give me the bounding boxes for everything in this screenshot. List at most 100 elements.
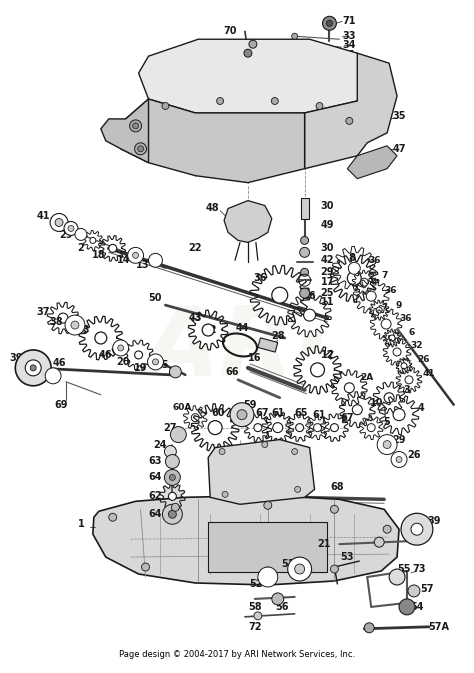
- Polygon shape: [383, 338, 411, 366]
- Text: 56: 56: [275, 602, 289, 612]
- Text: 7: 7: [381, 271, 387, 280]
- Polygon shape: [374, 382, 405, 413]
- Text: 71: 71: [343, 16, 356, 26]
- Circle shape: [55, 219, 63, 226]
- Text: 67: 67: [341, 413, 354, 423]
- Circle shape: [237, 410, 247, 420]
- Circle shape: [164, 446, 176, 458]
- Text: 34: 34: [343, 40, 356, 50]
- Circle shape: [254, 423, 262, 431]
- Circle shape: [172, 503, 179, 511]
- Text: 44: 44: [235, 323, 249, 333]
- Circle shape: [272, 287, 288, 303]
- Polygon shape: [188, 310, 228, 350]
- Text: 22: 22: [189, 244, 202, 253]
- Text: 32: 32: [410, 341, 423, 351]
- Text: 61: 61: [271, 408, 284, 418]
- Text: 22: 22: [203, 325, 217, 335]
- Circle shape: [271, 98, 278, 104]
- Circle shape: [249, 40, 257, 48]
- Text: 39: 39: [427, 516, 441, 526]
- Text: 55: 55: [397, 564, 411, 574]
- Polygon shape: [79, 316, 123, 360]
- Circle shape: [208, 421, 222, 435]
- Polygon shape: [83, 230, 103, 250]
- Polygon shape: [93, 495, 399, 585]
- Circle shape: [300, 248, 310, 257]
- Polygon shape: [160, 483, 185, 509]
- Circle shape: [170, 427, 186, 443]
- Circle shape: [383, 525, 391, 533]
- Circle shape: [296, 423, 304, 431]
- Text: 57A: 57A: [428, 622, 449, 632]
- Text: 10: 10: [370, 398, 384, 408]
- Circle shape: [401, 363, 407, 369]
- Text: 20: 20: [116, 357, 129, 367]
- Circle shape: [137, 146, 144, 152]
- Circle shape: [153, 359, 158, 365]
- Circle shape: [367, 423, 375, 431]
- Text: 3: 3: [404, 385, 410, 395]
- Text: 39: 39: [9, 353, 23, 363]
- Circle shape: [95, 332, 107, 344]
- Polygon shape: [258, 338, 278, 352]
- Polygon shape: [359, 416, 383, 439]
- Circle shape: [405, 376, 413, 384]
- Polygon shape: [354, 278, 389, 314]
- Polygon shape: [191, 404, 239, 452]
- Circle shape: [168, 493, 176, 500]
- Text: 68: 68: [330, 483, 344, 493]
- Circle shape: [330, 565, 338, 573]
- Polygon shape: [369, 300, 389, 320]
- Text: 26: 26: [418, 355, 430, 364]
- Text: 64: 64: [149, 472, 162, 483]
- Circle shape: [222, 491, 228, 497]
- Circle shape: [128, 248, 144, 263]
- Polygon shape: [183, 406, 207, 429]
- Text: 67: 67: [255, 408, 269, 418]
- Polygon shape: [138, 39, 367, 113]
- Text: 36: 36: [400, 314, 412, 322]
- Circle shape: [310, 363, 325, 377]
- Text: 17: 17: [321, 277, 334, 287]
- Circle shape: [330, 423, 338, 431]
- Polygon shape: [306, 416, 329, 439]
- Circle shape: [217, 98, 224, 104]
- Text: 30: 30: [321, 201, 334, 211]
- Polygon shape: [352, 271, 376, 294]
- Circle shape: [304, 309, 316, 321]
- Polygon shape: [100, 236, 126, 261]
- Text: 1: 1: [78, 520, 84, 529]
- Text: 61: 61: [313, 410, 326, 420]
- Text: 57: 57: [420, 584, 434, 594]
- Circle shape: [135, 143, 146, 155]
- Polygon shape: [47, 302, 79, 334]
- Circle shape: [292, 448, 298, 454]
- Circle shape: [133, 252, 138, 258]
- Polygon shape: [208, 439, 315, 504]
- Text: 33: 33: [343, 31, 356, 41]
- Circle shape: [348, 262, 360, 275]
- Circle shape: [219, 448, 225, 454]
- Text: 36: 36: [368, 256, 381, 264]
- Polygon shape: [121, 99, 305, 182]
- Polygon shape: [333, 246, 376, 290]
- Circle shape: [25, 360, 41, 376]
- Polygon shape: [330, 254, 378, 302]
- Text: 46: 46: [99, 350, 112, 360]
- Circle shape: [300, 288, 310, 298]
- Circle shape: [377, 435, 397, 454]
- Polygon shape: [224, 201, 272, 242]
- Text: 37: 37: [36, 307, 50, 317]
- Circle shape: [295, 564, 305, 574]
- Text: 36: 36: [253, 273, 266, 283]
- Circle shape: [64, 221, 78, 236]
- Circle shape: [118, 345, 124, 351]
- Text: 52: 52: [249, 579, 263, 589]
- Text: 18: 18: [92, 250, 106, 260]
- Text: 59: 59: [243, 400, 257, 410]
- Text: 43: 43: [189, 313, 202, 323]
- Polygon shape: [286, 414, 313, 441]
- Circle shape: [165, 454, 179, 468]
- Circle shape: [376, 307, 382, 313]
